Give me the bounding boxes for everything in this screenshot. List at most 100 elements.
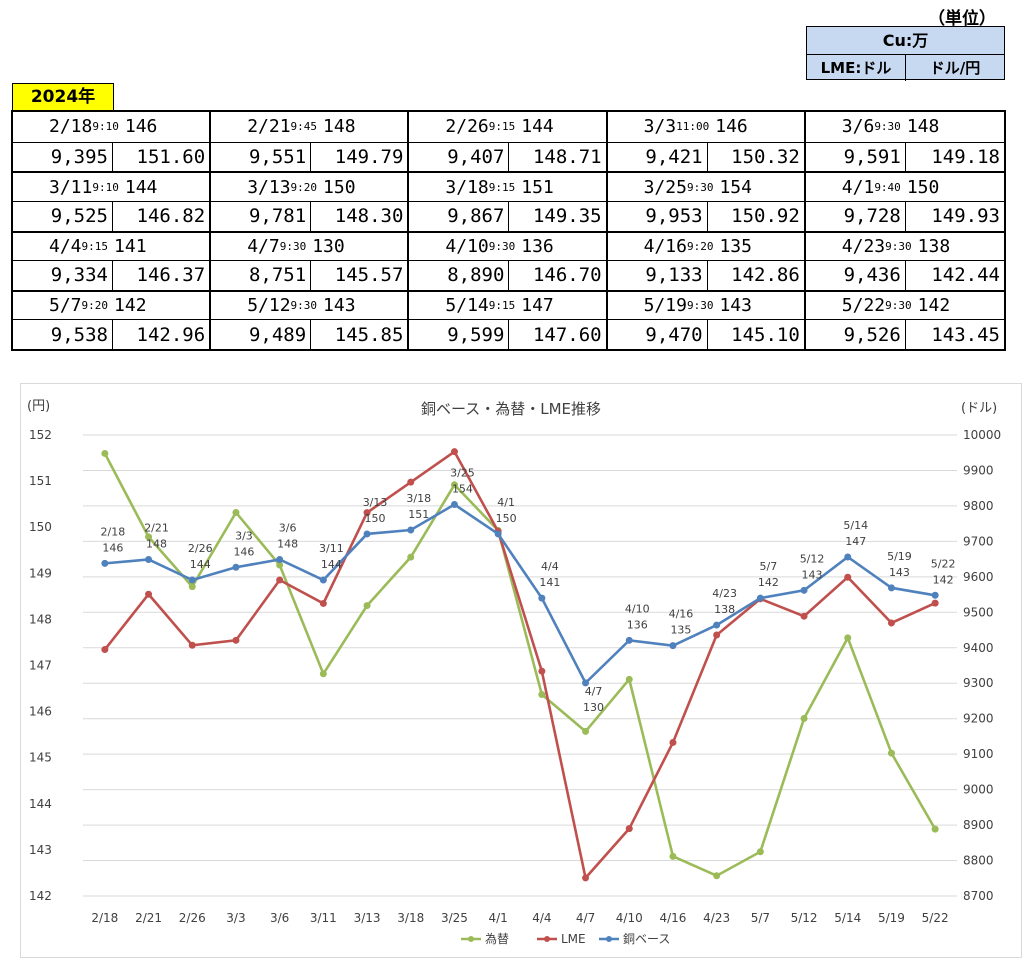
- data-point: [363, 509, 371, 517]
- annotation-date: 4/16: [669, 608, 694, 621]
- cell-date: 2/18: [49, 116, 93, 138]
- cell-fx: 145.10: [731, 323, 800, 346]
- annotation-value: 144: [321, 558, 342, 571]
- x-tick-label: 5/14: [834, 911, 861, 925]
- data-point: [669, 642, 677, 650]
- table-cell-date: 3/11 9:10 144: [13, 171, 212, 201]
- annotation-date: 4/7: [585, 685, 603, 698]
- annotation-date: 4/23: [712, 587, 737, 600]
- cell-time: 9:30: [686, 180, 714, 194]
- annotation-date: 3/6: [279, 521, 297, 534]
- data-point: [494, 530, 502, 538]
- cell-date: 3/11: [49, 176, 93, 198]
- data-point: [319, 576, 327, 584]
- x-tick-label: 3/13: [354, 911, 381, 925]
- data-point: [887, 619, 895, 627]
- cell-base: 135: [719, 235, 752, 257]
- data-point: [844, 553, 852, 561]
- cell-time: 9:20: [81, 299, 109, 313]
- annotation-value: 148: [146, 537, 167, 550]
- data-point: [450, 481, 458, 489]
- annotation-date: 5/7: [759, 560, 777, 573]
- cell-date: 4/7: [247, 235, 280, 257]
- unit-box: Cu:万 LME:ドル ドル/円: [806, 26, 1005, 81]
- cell-base: 146: [124, 116, 158, 138]
- cell-date: 3/25: [643, 176, 687, 198]
- y-right-tick-label: 9400: [963, 641, 994, 655]
- data-point: [538, 691, 546, 699]
- annotation-value: 135: [670, 624, 691, 637]
- cell-fx: 148.30: [334, 205, 404, 228]
- cell-fx: 151.60: [136, 145, 206, 168]
- chart-title: 銅ベース・為替・LME推移: [421, 400, 601, 418]
- table-cell-values: 9,867 149.35: [409, 200, 608, 231]
- annotation-date: 5/14: [843, 519, 868, 532]
- cell-date: 5/14: [445, 295, 489, 317]
- data-point: [800, 715, 808, 723]
- cell-base: 136: [521, 235, 554, 257]
- cell-lme: 9,489: [211, 320, 312, 349]
- data-point: [844, 634, 852, 642]
- data-point: [887, 584, 895, 592]
- table-cell-date: 4/4 9:15 141: [13, 230, 212, 261]
- x-tick-label: 2/18: [91, 911, 118, 925]
- data-point: [669, 852, 677, 860]
- data-point: [582, 727, 590, 735]
- annotation-value: 136: [627, 618, 648, 631]
- cell-base: 151: [521, 176, 554, 198]
- cell-date: 2/21: [247, 116, 291, 138]
- annotation-value: 143: [802, 568, 823, 581]
- annotation-value: 150: [365, 512, 386, 525]
- y-left-tick-label: 144: [29, 797, 52, 811]
- cell-date: 5/12: [247, 295, 291, 317]
- table-cell-values: 9,133 142.86: [607, 260, 806, 290]
- cell-base: 150: [906, 176, 940, 198]
- data-point: [363, 530, 371, 538]
- cell-fx: 146.70: [532, 264, 602, 287]
- y-right-tick-label: 9600: [963, 570, 994, 584]
- data-point: [276, 561, 284, 569]
- y-right-tick-label: 8700: [963, 889, 994, 903]
- cell-fx: 150.32: [731, 145, 800, 168]
- table-cell-date: 3/13 9:20 150: [211, 171, 410, 201]
- cell-time: 9:20: [290, 180, 318, 194]
- series-line-為替: [103, 452, 937, 878]
- table-cell-values: 9,421 150.32: [607, 141, 806, 172]
- cell-date: 4/1: [841, 176, 875, 198]
- table-cell-values: 8,890 146.70: [409, 260, 608, 290]
- x-tick-label: 3/3: [226, 911, 245, 925]
- annotation-date: 4/1: [497, 496, 515, 509]
- data-point: [188, 583, 196, 591]
- data-point: [538, 667, 546, 675]
- series-line-銅ベース: [104, 502, 936, 686]
- cell-date: 5/22: [841, 295, 886, 317]
- x-tick-label: 2/26: [179, 911, 206, 925]
- data-point: [319, 599, 327, 607]
- cell-time: 9:15: [488, 299, 516, 313]
- cell-lme: 9,525: [13, 201, 113, 231]
- table-cell-values: 9,953 150.92: [607, 200, 806, 231]
- data-point: [450, 448, 458, 456]
- legend-label: 為替: [485, 932, 509, 946]
- cell-base: 143: [719, 295, 752, 317]
- data-point: [101, 449, 109, 457]
- data-point: [582, 874, 590, 882]
- series-line-LME: [103, 449, 936, 881]
- data-point: [145, 533, 153, 541]
- legend-label: 銅ベース: [623, 932, 670, 946]
- data-point: [538, 594, 546, 602]
- cell-base: 144: [124, 176, 158, 198]
- data-point: [669, 738, 677, 746]
- table-cell-date: 4/7 9:30 130: [211, 230, 410, 261]
- data-point: [931, 591, 939, 599]
- x-tick-label: 5/7: [751, 911, 770, 925]
- annotation-value: 130: [583, 701, 604, 714]
- cell-fx: 142.86: [731, 264, 800, 287]
- annotation-date: 3/11: [319, 542, 344, 555]
- data-point: [450, 501, 458, 509]
- table-cell-values: 9,781 148.30: [211, 200, 410, 231]
- unit-label: （単位）: [928, 9, 996, 29]
- data-point: [800, 586, 808, 594]
- cell-base: 141: [114, 235, 147, 257]
- table-cell-values: 9,470 145.10: [607, 319, 806, 349]
